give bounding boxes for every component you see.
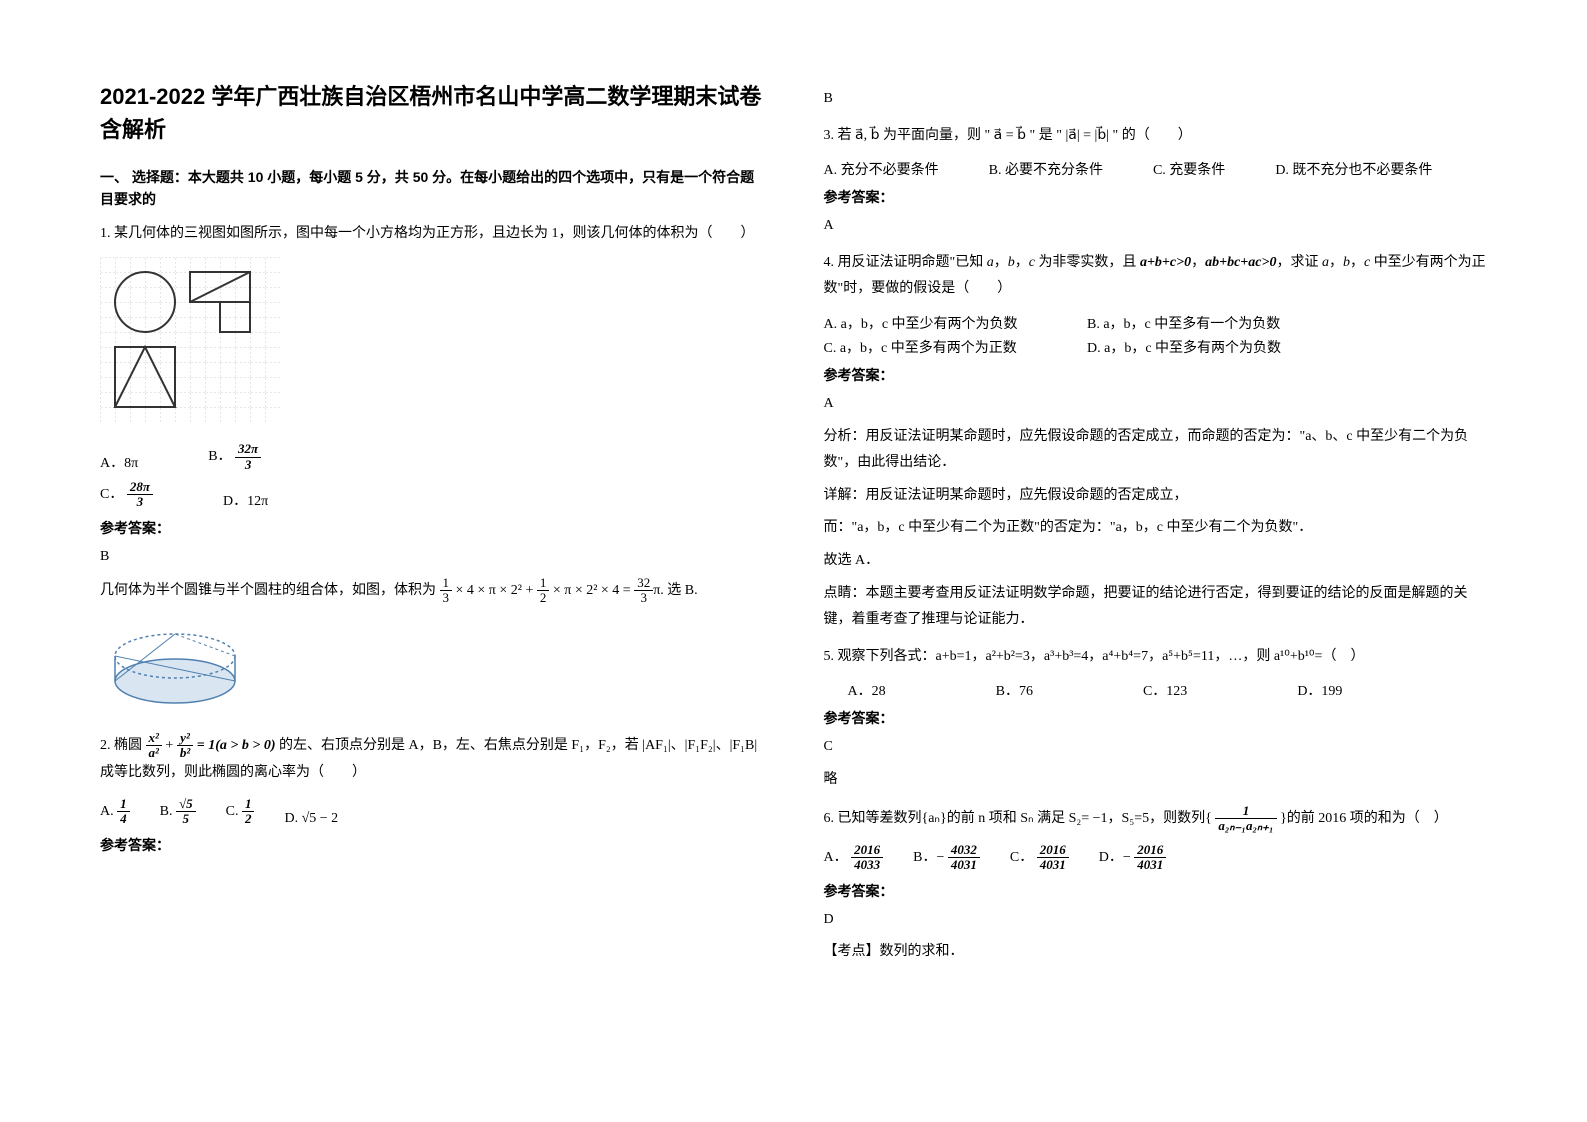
q6-optC-num: 2016	[1037, 843, 1069, 858]
q6-optB-den: 4031	[948, 858, 980, 872]
q6-optD-prefix: D．−	[1099, 850, 1131, 865]
q1-optB-num: 32π	[235, 442, 261, 457]
left-column: 2021-2022 学年广西壮族自治区梧州市名山中学高二数学理期末试卷含解析 一…	[100, 80, 764, 972]
q2-optC-den: 2	[242, 812, 255, 826]
q4-answer: A	[824, 391, 1488, 418]
q4-explain4: 故选 A．	[824, 548, 1488, 575]
q6-optC-prefix: C．	[1010, 850, 1033, 865]
q6-option-d: D．− 20164031	[1099, 843, 1167, 873]
q1-explain-prefix: 几何体为半个圆锥与半个圆柱的组合体，如图，体积为	[100, 583, 436, 598]
q2-optA-prefix: A.	[100, 804, 114, 819]
q2-option-d: D. √5 − 2	[284, 811, 338, 827]
q5-stem: 5. 观察下列各式：a+b=1，a²+b²=3，a³+b³=4，a⁴+b⁴=7，…	[824, 644, 1488, 671]
q1-optB-den: 3	[235, 458, 261, 472]
q2-stem-prefix: 2. 椭圆	[100, 738, 146, 753]
q2-optC-prefix: C.	[226, 804, 239, 819]
q6-option-b: B．− 40324031	[913, 843, 980, 873]
q1-optC-prefix: C．	[100, 487, 123, 502]
q4-option-b: B. a，b，c 中至多有一个为负数	[1087, 317, 1280, 332]
q4-option-a: A. a，b，c 中至少有两个为负数	[824, 313, 1084, 333]
q1-options-row1: A．8π B． 32π3	[100, 442, 764, 472]
q2-option-c: C. 12	[226, 797, 255, 827]
q6-formula-den: a₂ₙ₋₁a₂ₙ₊₁	[1215, 819, 1276, 833]
q6-optA-prefix: A．	[824, 850, 848, 865]
section-1-header: 一、 选择题：本大题共 10 小题，每小题 5 分，共 50 分。在每小题给出的…	[100, 166, 764, 211]
q3-option-d: D. 既不充分也不必要条件	[1275, 159, 1432, 179]
q3-answer-label: 参考答案：	[824, 187, 1488, 207]
q4-explain1: 分析：用反证法证明某命题时，应先假设命题的否定成立，而命题的否定为："a、b、c…	[824, 424, 1488, 477]
q2-option-a: A. 14	[100, 797, 130, 827]
q6-optB-prefix: B．−	[913, 850, 944, 865]
q4-explain2: 详解：用反证法证明某命题时，应先假设命题的否定成立，	[824, 483, 1488, 510]
q5-explain: 略	[824, 767, 1488, 794]
q5-answer: C	[824, 734, 1488, 761]
q5-option-c: C．123	[1143, 680, 1187, 700]
q5-option-d: D．199	[1297, 680, 1342, 700]
q2-stem: 2. 椭圆 x²a² + y²b² = 1(a > b > 0) 的左、右顶点分…	[100, 731, 764, 787]
q1-option-a: A．8π	[100, 452, 138, 472]
q4-answer-label: 参考答案：	[824, 365, 1488, 385]
q2-option-b: B. √55	[160, 797, 196, 827]
q1-optC-num: 28π	[127, 480, 153, 495]
q1-answer: B	[100, 544, 764, 571]
q1-optC-den: 3	[127, 495, 153, 509]
q5-option-b: B．76	[996, 680, 1033, 700]
q4-explain5: 点睛：本题主要考查用反证法证明数学命题，把要证的结论进行否定，得到要证的结论的反…	[824, 581, 1488, 634]
q1-optB-prefix: B．	[208, 449, 231, 464]
q2-optB-num: √5	[176, 797, 196, 812]
q6-optC-den: 4031	[1037, 858, 1069, 872]
q6-stem: 6. 已知等差数列{aₙ}的前 n 项和 Sₙ 满足 S₂= −1，S₅=5，则…	[824, 804, 1488, 834]
q6-stem-suffix: }的前 2016 项的和为（ ）	[1280, 811, 1448, 826]
q1-option-c: C． 28π3	[100, 480, 153, 510]
exam-page: 2021-2022 学年广西壮族自治区梧州市名山中学高二数学理期末试卷含解析 一…	[0, 0, 1587, 1052]
q3-option-b: B. 必要不充分条件	[989, 159, 1103, 179]
q2-answer-label: 参考答案：	[100, 835, 764, 855]
q3-stem: 3. 若 a⃗, b⃗ 为平面向量，则 " a⃗ = b⃗ " 是 " |a⃗|…	[824, 123, 1488, 150]
q4-options-row2: C. a，b，c 中至多有两个为正数 D. a，b，c 中至多有两个为负数	[824, 337, 1488, 357]
q2-optC-num: 1	[242, 797, 255, 812]
q4-stem: 4. 用反证法证明命题"已知 a，b，c 为非零实数，且 a+b+c>0，ab+…	[824, 250, 1488, 303]
exam-title: 2021-2022 学年广西壮族自治区梧州市名山中学高二数学理期末试卷含解析	[100, 80, 764, 146]
q6-explain: 【考点】数列的求和．	[824, 939, 1488, 966]
q1-explain-suffix: 选 B.	[667, 583, 697, 598]
q6-option-a: A． 20164033	[824, 843, 884, 873]
q4-explain3: 而："a，b，c 中至少有二个为正数"的否定为："a，b，c 中至少有二个为负数…	[824, 515, 1488, 542]
q6-answer: D	[824, 907, 1488, 934]
q6-optA-num: 2016	[851, 843, 883, 858]
q3-answer: A	[824, 213, 1488, 240]
q4-options-row1: A. a，b，c 中至少有两个为负数 B. a，b，c 中至多有一个为负数	[824, 313, 1488, 333]
q1-option-d: D．12π	[223, 490, 268, 510]
q3-options: A. 充分不必要条件 B. 必要不充分条件 C. 充要条件 D. 既不充分也不必…	[824, 159, 1488, 179]
q1-answer-label: 参考答案：	[100, 518, 764, 538]
q6-optB-num: 4032	[948, 843, 980, 858]
q2-options: A. 14 B. √55 C. 12 D. √5 − 2	[100, 797, 764, 827]
q2-optA-num: 1	[117, 797, 130, 812]
q6-options: A． 20164033 B．− 40324031 C． 20164031 D．−…	[824, 843, 1488, 873]
q6-formula-num: 1	[1215, 804, 1276, 819]
q6-answer-label: 参考答案：	[824, 881, 1488, 901]
q1-explain: 几何体为半个圆锥与半个圆柱的组合体，如图，体积为 13 × 4 × π × 2²…	[100, 576, 764, 606]
q3-option-c: C. 充要条件	[1153, 159, 1225, 179]
q6-optD-den: 4031	[1134, 858, 1166, 872]
q2-optA-den: 4	[117, 812, 130, 826]
q2-answer: B	[824, 86, 1488, 113]
q6-option-c: C． 20164031	[1010, 843, 1069, 873]
q6-optA-den: 4033	[851, 858, 883, 872]
q5-options: A．28 B．76 C．123 D．199	[848, 680, 1488, 700]
q1-stem: 1. 某几何体的三视图如图所示，图中每一个小方格均为正方形，且边长为 1，则该几…	[100, 221, 764, 248]
q5-answer-label: 参考答案：	[824, 708, 1488, 728]
q2-optB-den: 5	[176, 812, 196, 826]
q3-option-a: A. 充分不必要条件	[824, 159, 939, 179]
q1-option-b: B． 32π3	[208, 442, 261, 472]
right-column: B 3. 若 a⃗, b⃗ 为平面向量，则 " a⃗ = b⃗ " 是 " |a…	[824, 80, 1488, 972]
q4-option-d: D. a，b，c 中至多有两个为负数	[1087, 341, 1281, 356]
q5-option-a: A．28	[848, 680, 886, 700]
q1-three-view-diagram	[100, 257, 764, 432]
q1-options-row2: C． 28π3 D．12π	[100, 480, 764, 510]
q1-solid-diagram	[100, 616, 764, 721]
q6-stem-prefix: 6. 已知等差数列{aₙ}的前 n 项和 Sₙ 满足 S₂= −1，S₅=5，则…	[824, 811, 1216, 826]
q2-optB-prefix: B.	[160, 804, 173, 819]
q4-option-c: C. a，b，c 中至多有两个为正数	[824, 337, 1084, 357]
q6-optD-num: 2016	[1134, 843, 1166, 858]
